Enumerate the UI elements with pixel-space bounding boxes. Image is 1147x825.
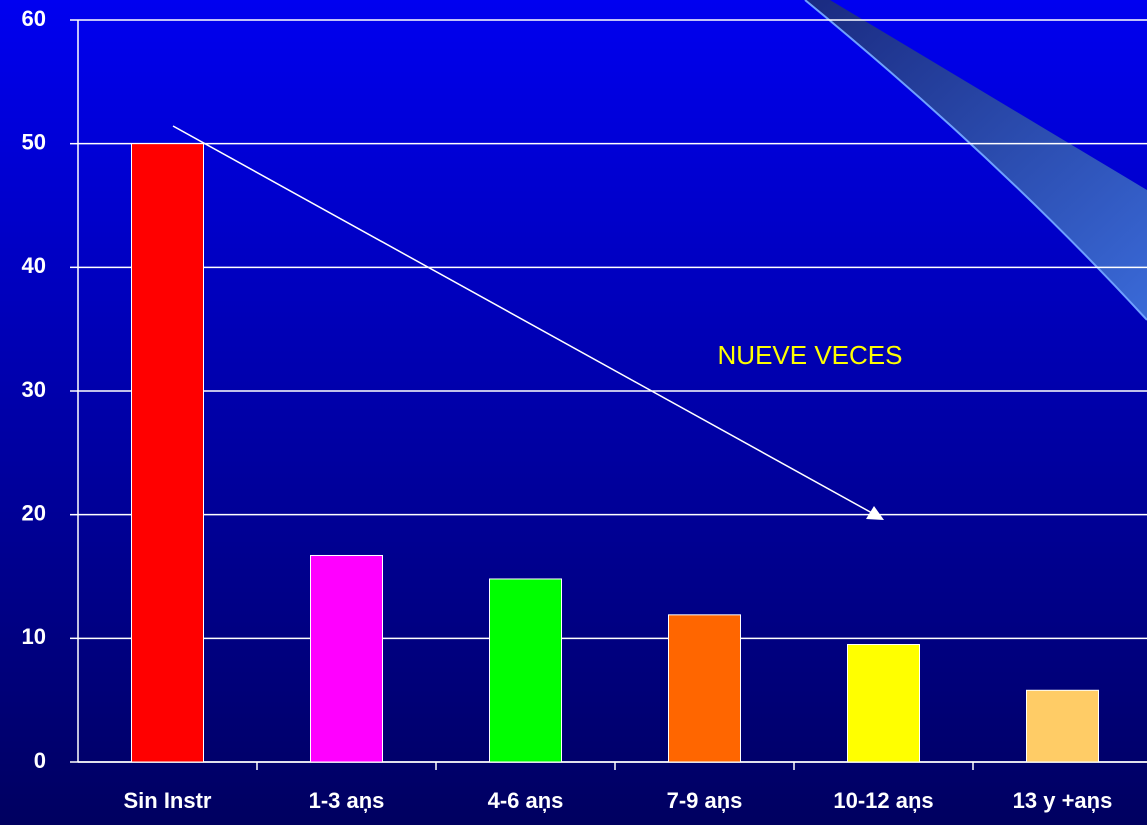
y-tick-label: 20 — [22, 500, 46, 525]
x-tick-label: 4-6 aņs — [488, 788, 564, 813]
arrow-head — [866, 506, 884, 520]
x-tick-label: Sin Instr — [123, 788, 211, 813]
arrow-line — [172, 125, 873, 514]
decoration-edge — [804, 0, 1147, 321]
y-tick-label: 50 — [22, 129, 46, 154]
x-tick-label: 7-9 aņs — [667, 788, 743, 813]
bar — [668, 614, 741, 763]
annotation: NUEVE VECES — [718, 340, 903, 370]
y-tick-label: 30 — [22, 377, 46, 402]
y-tick-label: 0 — [34, 748, 46, 773]
decoration — [805, 0, 1147, 320]
y-tick-label: 60 — [22, 6, 46, 31]
bar — [489, 578, 562, 763]
y-tick-label: 40 — [22, 253, 46, 278]
bar — [1026, 689, 1099, 763]
bar — [131, 143, 204, 763]
bar — [847, 644, 920, 763]
x-tick-label: 10-12 aņs — [833, 788, 933, 813]
x-tick-label: 1-3 aņs — [309, 788, 385, 813]
y-tick-label: 10 — [22, 624, 46, 649]
plot: 0 10 20 30 40 50 60 Sin Instr 1-3 aņs 4-6 aņs 7-9 … — [22, 6, 1147, 813]
bar — [310, 554, 383, 763]
x-tick-label: 13 y +aņs — [1013, 788, 1113, 813]
